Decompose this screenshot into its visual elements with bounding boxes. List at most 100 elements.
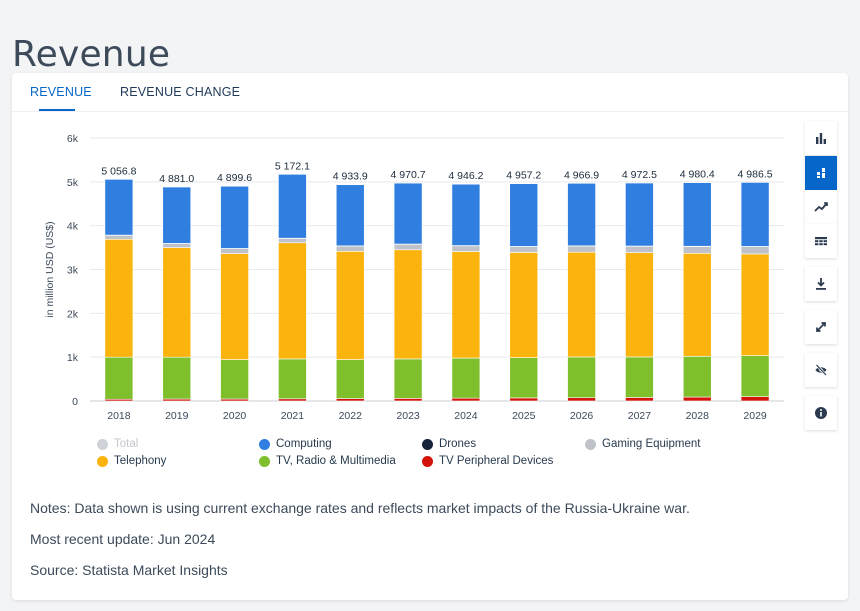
bar-segment [278, 358, 307, 400]
table-button[interactable] [805, 224, 837, 258]
y-tick-label: 1k [67, 352, 79, 364]
total-data-label: 5 056.8 [101, 165, 136, 177]
total-data-label: 4 899.6 [217, 172, 252, 184]
bar-segment [740, 355, 770, 397]
bar-segment [278, 238, 307, 244]
total-data-label: 4 986.5 [738, 168, 773, 180]
bar-segment [393, 358, 423, 399]
active-tab-indicator [39, 109, 75, 111]
bar-segment [567, 397, 596, 402]
expand-icon [816, 322, 826, 332]
bar-segment [740, 396, 770, 402]
bar-segment [278, 173, 307, 239]
table-icon [815, 237, 827, 246]
bar-segment [278, 242, 307, 360]
stacked-bar-chart: 0 1k 2k 3k 4k 5k 6k in million USD (US$) 5 056.8… [44, 133, 784, 422]
download-button[interactable] [805, 267, 837, 301]
legend-label: Gaming Equipment [602, 438, 701, 450]
bar-segment [162, 243, 192, 248]
y-axis-label: in million USD (US$) [44, 221, 56, 317]
total-data-label: 4 980.4 [680, 169, 715, 181]
bar-segment [682, 396, 712, 402]
x-tick-label: 2020 [223, 410, 247, 422]
bar-segment [335, 251, 365, 360]
bar-segment [220, 253, 249, 360]
tab-revenue[interactable]: REVENUE [30, 85, 92, 99]
bar-segment [335, 359, 365, 399]
bar-segment [335, 398, 365, 402]
bar-segment [104, 179, 134, 236]
bar-segment [278, 398, 307, 402]
bar-chart-button[interactable] [805, 121, 837, 155]
bar-segment [220, 185, 249, 249]
bar-segment [682, 355, 712, 398]
bar-segment [162, 247, 192, 358]
bar-segment [509, 357, 539, 399]
x-tick-label: 2019 [165, 410, 189, 422]
page-title: Revenue [12, 34, 171, 76]
x-tick-label: 2022 [339, 410, 363, 422]
legend-swatch [97, 438, 108, 450]
bar-segment [393, 249, 423, 360]
total-data-label: 5 172.1 [275, 160, 310, 172]
bar-segment [393, 243, 423, 251]
hide-button[interactable] [805, 353, 837, 387]
y-tick-label: 6k [67, 133, 79, 145]
legend-item-total[interactable]: Total [97, 438, 138, 450]
legend-label: TV, Radio & Multimedia [276, 455, 396, 467]
bar-segment [104, 356, 134, 400]
trend-line-button[interactable] [805, 190, 837, 224]
legend-swatch [259, 438, 270, 450]
bar-segment [451, 397, 481, 402]
y-tick-label: 2k [67, 308, 79, 320]
x-tick-label: 2028 [686, 410, 710, 422]
bar-segment [625, 356, 654, 398]
legend-item-telephony[interactable]: Telephony [97, 455, 166, 467]
legend-item-gaming-equipment[interactable]: Gaming Equipment [585, 438, 700, 450]
bar-segment [509, 246, 539, 253]
bar-segment [451, 183, 481, 246]
y-tick-label: 0 [72, 396, 78, 408]
x-tick-label: 2021 [281, 410, 305, 422]
legend-label: Computing [276, 438, 332, 450]
legend-label: TV Peripheral Devices [439, 455, 554, 467]
legend-swatch [97, 455, 108, 467]
legend-item-drones[interactable]: Drones [422, 438, 476, 450]
bar-segment [740, 182, 770, 247]
bar-segment [104, 238, 134, 358]
chart-source: Source: Statista Market Insights [30, 562, 228, 578]
bar-segment [682, 252, 712, 357]
bar-segment [567, 245, 596, 253]
bar-segment [740, 246, 770, 255]
x-tick-label: 2024 [454, 410, 478, 422]
x-tick-label: 2027 [628, 410, 652, 422]
bar-segment [335, 245, 365, 252]
bar-segment [220, 248, 249, 254]
bar-segment [335, 184, 365, 247]
stacked-bar-button[interactable] [805, 156, 837, 190]
bar-segment [220, 359, 249, 400]
download-icon [816, 278, 826, 290]
tab-bar: REVENUE REVENUE CHANGE [12, 73, 848, 112]
hide-icon [815, 364, 827, 376]
legend-item-computing[interactable]: Computing [259, 438, 332, 450]
bar-segment [162, 186, 192, 244]
legend-item-tv-peripheral-devices[interactable]: TV Peripheral Devices [422, 455, 553, 467]
fullscreen-button[interactable] [805, 310, 837, 344]
legend-swatch [422, 455, 433, 467]
total-data-label: 4 946.2 [448, 170, 483, 182]
tab-revenue-change[interactable]: REVENUE CHANGE [120, 85, 241, 99]
bar-segment [509, 397, 539, 402]
y-tick-label: 3k [67, 265, 79, 277]
chart-card: REVENUE REVENUE CHANGE 0 1k 2k 3k 4k 5k 6k in m… [12, 73, 848, 600]
info-button[interactable] [805, 396, 837, 430]
bar-segment [740, 253, 770, 356]
bar-segment [625, 397, 654, 402]
bar-segment [625, 182, 654, 247]
legend-label: Telephony [114, 455, 167, 467]
x-tick-label: 2023 [396, 410, 420, 422]
bar-segment [393, 398, 423, 402]
legend-item-tv-radio-multimedia[interactable]: TV, Radio & Multimedia [259, 455, 396, 467]
legend-swatch [422, 438, 433, 450]
legend-swatch [585, 438, 596, 450]
